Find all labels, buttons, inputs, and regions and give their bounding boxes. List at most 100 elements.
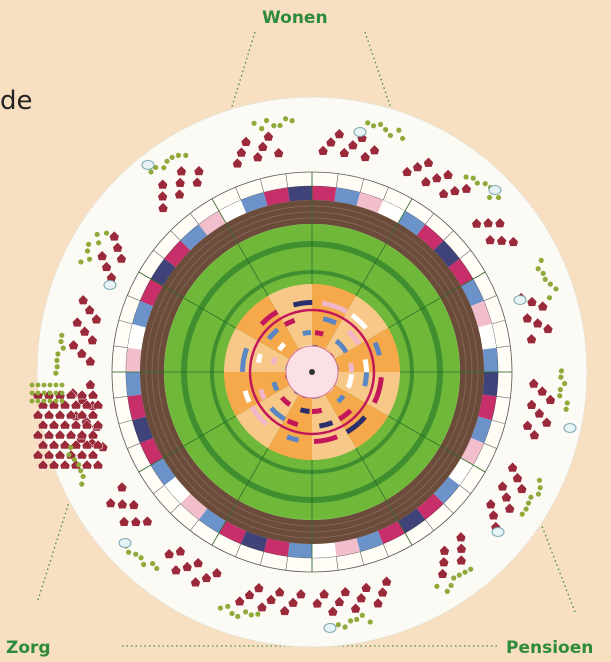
tree-icon xyxy=(59,398,65,404)
text-fragment: de xyxy=(0,86,33,116)
core-ring xyxy=(248,308,376,436)
accent-segment xyxy=(334,538,361,557)
tree-icon xyxy=(434,583,440,589)
tree-icon xyxy=(86,256,93,262)
house-icon xyxy=(257,140,269,152)
house-icon xyxy=(65,429,77,440)
accent-segment xyxy=(398,508,426,534)
tree-icon xyxy=(495,194,502,201)
house-icon xyxy=(59,459,71,470)
tree-icon xyxy=(68,444,74,451)
house-icon xyxy=(536,385,548,397)
tree-icon xyxy=(54,357,60,363)
tree-icon xyxy=(448,582,454,589)
house-icon xyxy=(484,234,496,245)
plot-divider xyxy=(496,345,511,349)
tree-icon xyxy=(359,612,365,618)
house-icon xyxy=(482,217,494,228)
house-icon xyxy=(37,439,49,450)
house-icon xyxy=(317,144,329,156)
house-icon xyxy=(101,260,112,272)
tree-icon xyxy=(58,338,64,345)
tree-icon xyxy=(41,382,47,388)
house-icon xyxy=(59,419,71,430)
house-icon xyxy=(181,560,193,572)
house-icon xyxy=(37,419,49,430)
house-icon xyxy=(193,165,205,176)
accent-segment xyxy=(433,240,460,268)
house-icon xyxy=(116,252,127,264)
tree-icon xyxy=(558,374,564,380)
house-icon xyxy=(455,554,467,566)
core-accent xyxy=(269,406,286,422)
house-icon xyxy=(81,399,93,410)
plot-divider xyxy=(259,178,265,193)
accent-segment xyxy=(312,186,337,202)
tree-icon xyxy=(289,118,295,124)
tree-icon xyxy=(535,491,542,497)
house-icon xyxy=(43,429,55,440)
tree-icon xyxy=(229,610,235,617)
tree-icon xyxy=(523,506,529,512)
plot-divider xyxy=(235,187,242,201)
accent-segment xyxy=(356,192,384,214)
core-accent xyxy=(259,307,283,326)
tree-icon xyxy=(354,616,360,622)
accent-segment xyxy=(448,258,474,286)
tree-icon xyxy=(370,123,377,129)
house-icon xyxy=(77,294,89,306)
tree-icon xyxy=(367,619,373,625)
house-icon xyxy=(263,130,274,142)
core-dot xyxy=(309,369,315,375)
accent-segment xyxy=(219,200,247,224)
tree-icon xyxy=(537,485,543,491)
house-icon xyxy=(128,499,140,510)
house-icon xyxy=(327,605,339,617)
tree-icon xyxy=(528,494,534,500)
house-icon xyxy=(59,399,71,410)
house-icon xyxy=(170,564,182,576)
house-icon xyxy=(516,483,528,494)
plot-divider xyxy=(127,442,141,449)
core-accent xyxy=(343,415,367,436)
tree-icon xyxy=(53,370,59,376)
tree-icon xyxy=(150,560,156,567)
core-accent xyxy=(258,388,267,400)
house-icon xyxy=(496,234,508,246)
house-icon xyxy=(176,165,187,176)
house-icon xyxy=(287,596,299,608)
tree-icon xyxy=(536,477,543,483)
house-icon xyxy=(256,601,268,613)
plot-divider xyxy=(459,250,471,260)
tree-icon xyxy=(563,406,569,412)
house-icon xyxy=(532,317,544,329)
house-icon xyxy=(87,409,99,420)
tree-icon xyxy=(94,231,100,238)
plot-divider xyxy=(491,419,506,425)
house-icon xyxy=(48,419,60,430)
tree-icon xyxy=(126,549,132,555)
house-icon xyxy=(485,498,497,509)
tree-icon xyxy=(248,612,254,618)
house-icon xyxy=(174,188,185,200)
accent-segment xyxy=(287,186,312,202)
tree-icon xyxy=(133,551,139,557)
plot-divider xyxy=(424,519,434,531)
tree-icon xyxy=(542,276,548,282)
tree-icon xyxy=(148,169,154,175)
tree-icon xyxy=(96,240,102,246)
plot-divider xyxy=(285,556,289,571)
accent-segment xyxy=(198,508,226,534)
tree-icon xyxy=(103,230,110,236)
house-icon xyxy=(37,399,49,410)
core-accent xyxy=(240,347,250,372)
tree-icon xyxy=(29,398,35,404)
tree-icon xyxy=(235,613,241,619)
plot-divider xyxy=(259,551,265,566)
house-icon xyxy=(236,146,247,158)
accent-segment xyxy=(164,476,191,504)
tree-icon xyxy=(154,565,160,572)
house-icon xyxy=(76,409,88,420)
tree-icon xyxy=(29,382,35,388)
house-icon xyxy=(79,325,90,337)
